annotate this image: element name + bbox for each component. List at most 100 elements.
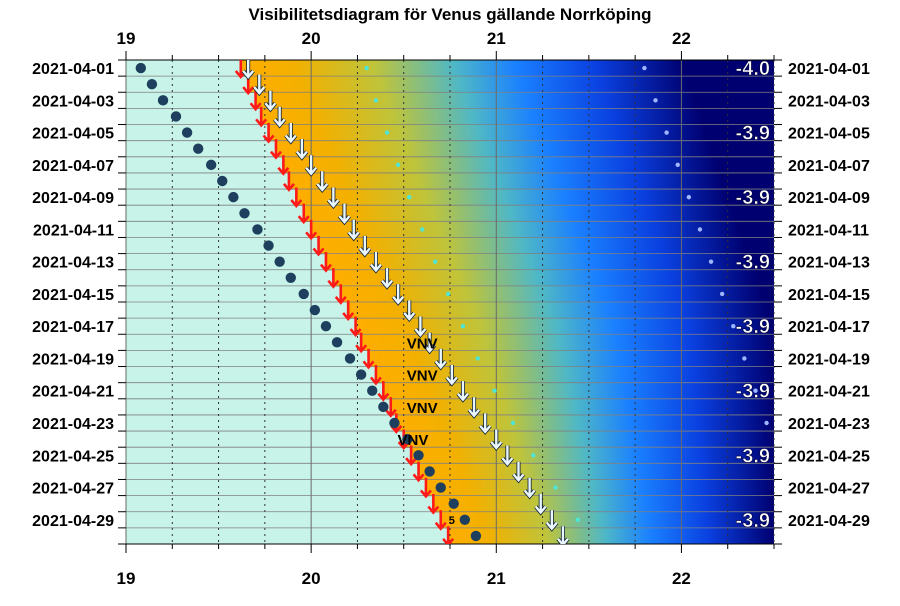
magnitude-label: -3.9 bbox=[736, 123, 770, 145]
sunset-arrow bbox=[412, 461, 425, 483]
arrow-head bbox=[412, 473, 425, 483]
venus-dot bbox=[344, 353, 356, 364]
arrow-head bbox=[534, 505, 547, 515]
nautical-end-dot bbox=[460, 324, 466, 329]
nautical-end-dot bbox=[432, 259, 438, 264]
arrow-head bbox=[423, 344, 436, 354]
civil-twilight-arrow bbox=[380, 268, 394, 290]
date-label-left: 2021-04-13 bbox=[32, 255, 114, 272]
civil-twilight-arrow bbox=[347, 219, 361, 242]
twilight-band bbox=[240, 60, 685, 77]
venus-dot bbox=[367, 385, 378, 396]
twilight-band bbox=[361, 334, 774, 351]
venus-dot bbox=[448, 498, 459, 509]
date-label-right: 2021-04-11 bbox=[788, 222, 869, 239]
nautical-end-dot bbox=[475, 356, 480, 361]
hour-label-top: 19 bbox=[117, 29, 136, 48]
venus-dot bbox=[239, 208, 250, 219]
nautical-end-dot bbox=[510, 420, 516, 426]
twilight-band bbox=[296, 189, 729, 206]
arrow-head bbox=[295, 150, 308, 160]
arrow-head bbox=[468, 408, 480, 418]
civil-twilight-arrow bbox=[489, 429, 503, 452]
nautical-end-dot bbox=[395, 162, 401, 168]
sunset-arrow bbox=[290, 187, 303, 209]
venus-dot bbox=[274, 256, 285, 267]
sunset-arrow bbox=[297, 203, 310, 225]
astronomical-end-dot bbox=[675, 162, 680, 168]
civil-twilight-arrow bbox=[545, 510, 559, 532]
twilight-band bbox=[248, 76, 690, 93]
chart-title: Visibilitetsdiagram för Venus gällande N… bbox=[248, 5, 651, 24]
sunset-arrow bbox=[349, 316, 362, 338]
sunset-arrow bbox=[319, 251, 332, 273]
arrow-head bbox=[277, 166, 290, 176]
hour-label-bottom: 22 bbox=[672, 569, 691, 588]
venus-dot bbox=[470, 530, 482, 542]
civil-twilight-arrow bbox=[284, 122, 298, 145]
date-label-right: 2021-04-23 bbox=[788, 416, 870, 433]
twilight-band bbox=[396, 414, 774, 432]
nautical-end-dot bbox=[364, 65, 369, 71]
civil-twilight-arrow bbox=[369, 251, 383, 274]
nautical-end-dot bbox=[492, 388, 497, 393]
arrow-head bbox=[305, 166, 318, 176]
date-label-left: 2021-04-07 bbox=[32, 158, 114, 175]
direction-label: VNV bbox=[407, 400, 438, 417]
nautical-end-dot bbox=[373, 98, 379, 103]
arrow-head bbox=[427, 505, 440, 515]
civil-twilight-arrow bbox=[337, 203, 352, 226]
venus-dot bbox=[355, 369, 367, 380]
astronomical-end-dot bbox=[664, 130, 669, 135]
arrow-head bbox=[338, 215, 351, 225]
venus-dot bbox=[435, 482, 446, 493]
twilight-band bbox=[340, 285, 763, 303]
arrow-head bbox=[434, 521, 447, 531]
sunset-arrow bbox=[249, 90, 262, 112]
date-label-left: 2021-04-27 bbox=[32, 481, 114, 498]
nautical-end-dot bbox=[407, 194, 412, 200]
arrow-head bbox=[501, 457, 514, 467]
date-label-left: 2021-04-09 bbox=[32, 190, 114, 207]
venus-dot bbox=[459, 514, 471, 525]
arrow-head bbox=[457, 392, 469, 402]
sunset-arrow bbox=[427, 493, 440, 515]
astronomical-end-dot bbox=[742, 356, 747, 361]
hour-label-top: 21 bbox=[487, 29, 506, 48]
sunset-arrow bbox=[419, 477, 432, 499]
venus-dot bbox=[181, 127, 193, 138]
arrow-head bbox=[327, 199, 340, 208]
hour-label-top: 20 bbox=[302, 29, 321, 48]
venus-dot bbox=[205, 159, 217, 171]
twilight-band bbox=[448, 527, 774, 544]
arrow-head bbox=[262, 134, 275, 144]
sunset-arrow bbox=[269, 139, 282, 160]
nautical-end-dot bbox=[531, 453, 536, 458]
arrow-head bbox=[253, 86, 266, 95]
sunset-arrow bbox=[262, 122, 275, 144]
twilight-band bbox=[288, 172, 724, 190]
date-label-right: 2021-04-07 bbox=[788, 158, 870, 175]
venus-dot bbox=[135, 62, 147, 74]
sunset-arrow bbox=[282, 171, 295, 192]
sunset-arrow bbox=[362, 348, 375, 370]
magnitude-label: -3.9 bbox=[736, 187, 770, 209]
civil-twilight-arrow bbox=[523, 477, 537, 500]
date-label-right: 2021-04-27 bbox=[788, 481, 870, 498]
arrow-head bbox=[557, 538, 569, 544]
date-label-left: 2021-04-11 bbox=[33, 222, 114, 239]
date-label-left: 2021-04-01 bbox=[32, 61, 114, 78]
sunset-arrow bbox=[369, 364, 382, 386]
venus-dot bbox=[193, 143, 204, 154]
venus-dot bbox=[146, 79, 158, 90]
sunset-arrow bbox=[342, 300, 355, 321]
sunset-arrow bbox=[277, 155, 290, 176]
date-label-right: 2021-04-03 bbox=[788, 93, 870, 110]
civil-twilight-arrow bbox=[358, 235, 372, 258]
twilight-band bbox=[275, 140, 713, 158]
arrow-head bbox=[312, 247, 325, 257]
date-label-left: 2021-04-19 bbox=[32, 351, 114, 368]
arrow-head bbox=[370, 263, 382, 273]
nautical-end-dot bbox=[553, 485, 558, 490]
date-label-left: 2021-04-21 bbox=[32, 384, 114, 401]
